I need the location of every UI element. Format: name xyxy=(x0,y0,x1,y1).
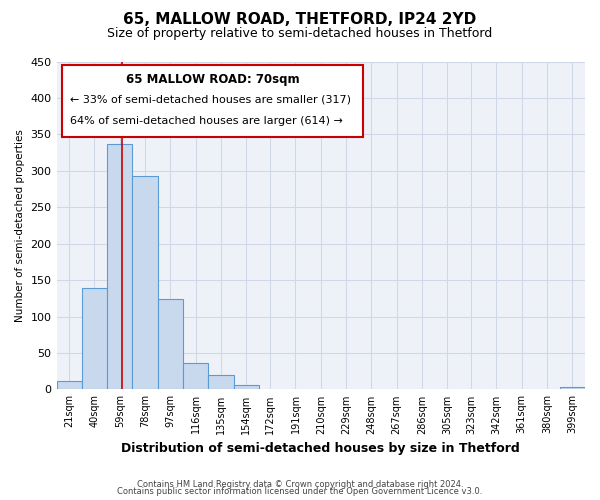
Text: 64% of semi-detached houses are larger (614) →: 64% of semi-detached houses are larger (… xyxy=(70,116,343,126)
Text: Size of property relative to semi-detached houses in Thetford: Size of property relative to semi-detach… xyxy=(107,28,493,40)
Text: 65, MALLOW ROAD, THETFORD, IP24 2YD: 65, MALLOW ROAD, THETFORD, IP24 2YD xyxy=(124,12,476,28)
Bar xyxy=(133,176,158,390)
Bar xyxy=(233,385,259,390)
Bar xyxy=(56,380,82,390)
Bar xyxy=(183,363,208,390)
FancyBboxPatch shape xyxy=(62,65,363,137)
Text: Contains HM Land Registry data © Crown copyright and database right 2024.: Contains HM Land Registry data © Crown c… xyxy=(137,480,463,489)
Text: ← 33% of semi-detached houses are smaller (317): ← 33% of semi-detached houses are smalle… xyxy=(70,94,351,104)
Bar xyxy=(107,144,133,390)
Bar xyxy=(158,299,183,390)
Text: 65 MALLOW ROAD: 70sqm: 65 MALLOW ROAD: 70sqm xyxy=(125,73,299,86)
Text: Contains public sector information licensed under the Open Government Licence v3: Contains public sector information licen… xyxy=(118,487,482,496)
X-axis label: Distribution of semi-detached houses by size in Thetford: Distribution of semi-detached houses by … xyxy=(121,442,520,455)
Bar xyxy=(208,375,233,390)
Bar xyxy=(82,288,107,390)
Bar xyxy=(560,386,585,390)
Y-axis label: Number of semi-detached properties: Number of semi-detached properties xyxy=(15,129,25,322)
